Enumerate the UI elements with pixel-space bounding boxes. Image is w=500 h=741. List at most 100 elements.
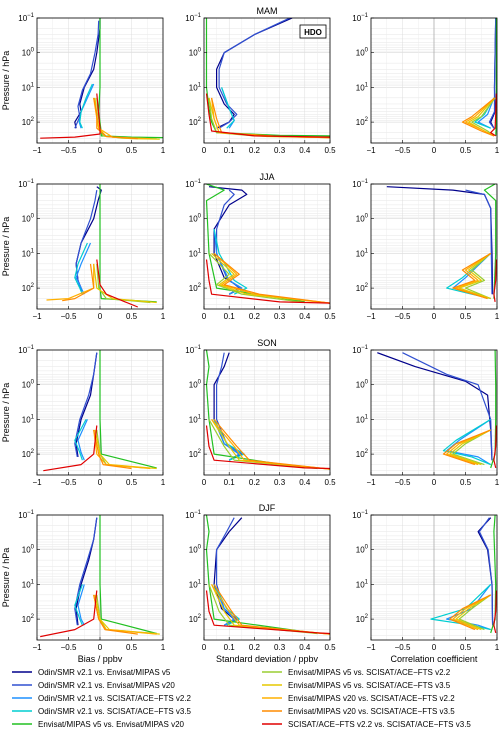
series-line-4: [205, 350, 305, 469]
y-tick-base: 10: [185, 511, 194, 520]
x-axis-label: Bias / ppbv: [78, 654, 123, 664]
y-tick-label: 10−1: [185, 345, 201, 355]
x-tick-label: 1: [495, 146, 500, 155]
y-tick-label: 101: [356, 414, 369, 424]
x-tick-label: 0.5: [460, 146, 472, 155]
y-tick-exponent: 1: [31, 579, 35, 585]
y-tick-label: 101: [356, 82, 369, 92]
series-line-1: [74, 20, 100, 129]
series-line-9: [205, 259, 330, 304]
x-tick-label: 0.5: [460, 643, 472, 652]
y-tick-label: 10−1: [18, 13, 34, 23]
y-axis-label: Pressure / hPa: [1, 548, 11, 608]
y-axis-label: Pressure / hPa: [1, 217, 11, 277]
x-tick-label: 0: [202, 312, 207, 321]
x-tick-label: 0.1: [224, 312, 236, 321]
y-tick-label: 10−1: [352, 179, 368, 189]
y-tick-exponent: 1: [198, 579, 202, 585]
y-tick-exponent: 2: [198, 283, 202, 289]
y-tick-exponent: 2: [198, 117, 202, 123]
series-line-9: [493, 425, 497, 469]
y-tick-label: 10−1: [18, 345, 34, 355]
series-line-8: [93, 429, 132, 470]
series-line-1: [216, 352, 243, 461]
y-tick-base: 10: [356, 546, 365, 555]
y-tick-base: 10: [356, 249, 365, 258]
y-tick-label: 100: [356, 545, 369, 555]
y-tick-base: 10: [356, 83, 365, 92]
y-tick-base: 10: [189, 249, 198, 258]
series-line-2: [78, 83, 95, 129]
x-tick-label: 0.1: [224, 643, 236, 652]
y-tick-label: 101: [22, 82, 35, 92]
y-tick-exponent: 2: [365, 117, 369, 123]
y-tick-base: 10: [356, 118, 365, 127]
y-tick-exponent: 1: [31, 82, 35, 88]
y-tick-exponent: −1: [361, 345, 369, 351]
series-group: [205, 184, 330, 304]
y-tick-base: 10: [352, 180, 361, 189]
legend-item: Envisat/MIPAS v5 vs. SCISAT/ACE−FTS v2.2: [262, 668, 451, 677]
y-tick-label: 10−1: [18, 510, 34, 520]
x-tick-label: 1: [161, 146, 166, 155]
y-tick-base: 10: [356, 415, 365, 424]
y-tick-label: 100: [22, 214, 35, 224]
y-tick-base: 10: [356, 580, 365, 589]
season-title: SON: [257, 338, 277, 348]
x-tick-label: 0.2: [249, 146, 261, 155]
y-tick-base: 10: [189, 546, 198, 555]
series-line-9: [205, 425, 330, 470]
series-line-7: [464, 97, 495, 137]
series-line-9: [493, 259, 497, 302]
series-group: [205, 350, 330, 470]
series-line-4: [495, 18, 497, 136]
legend-label: Envisat/MIPAS v20 vs. SCISAT/ACE−FTS v3.…: [288, 707, 455, 716]
y-tick-exponent: −1: [27, 13, 35, 19]
y-tick-label: 102: [356, 614, 369, 624]
y-tick-base: 10: [356, 615, 365, 624]
x-tick-label: 0.4: [299, 478, 311, 487]
legend-item: Envisat/MIPAS v5 vs. SCISAT/ACE−FTS v3.5: [262, 681, 451, 690]
y-tick-exponent: 1: [365, 414, 369, 420]
legend-label: Odin/SMR v2.1 vs. SCISAT/ACE−FTS v2.2: [38, 694, 192, 703]
y-tick-exponent: 2: [198, 614, 202, 620]
y-tick-exponent: 1: [198, 248, 202, 254]
series-line-9: [40, 93, 101, 139]
legend-label: Odin/SMR v2.1 vs. Envisat/MIPAS v20: [38, 681, 175, 690]
series-line-9: [493, 590, 497, 634]
y-tick-base: 10: [22, 615, 31, 624]
x-tick-label: 0.2: [249, 312, 261, 321]
season-title: DJF: [259, 503, 276, 513]
x-tick-label: −0.5: [61, 312, 77, 321]
y-tick-base: 10: [189, 615, 198, 624]
y-tick-exponent: 1: [365, 579, 369, 585]
species-label: HDO: [304, 28, 322, 37]
legend-label: Envisat/MIPAS v5 vs. SCISAT/ACE−FTS v3.5: [288, 681, 451, 690]
y-tick-exponent: 2: [365, 283, 369, 289]
y-tick-exponent: 1: [365, 82, 369, 88]
y-tick-base: 10: [22, 415, 31, 424]
y-tick-base: 10: [356, 381, 365, 390]
x-tick-label: 1: [161, 478, 166, 487]
series-line-8: [449, 594, 491, 631]
x-tick-label: 0.5: [324, 643, 336, 652]
y-tick-base: 10: [189, 450, 198, 459]
x-tick-label: 1: [495, 478, 500, 487]
series-group: [205, 18, 330, 139]
series-group: [205, 515, 330, 635]
y-tick-base: 10: [189, 118, 198, 127]
series-line-9: [96, 259, 139, 308]
series-line-6: [458, 252, 492, 300]
y-tick-exponent: −1: [194, 179, 202, 185]
series-line-3: [74, 242, 88, 295]
y-tick-base: 10: [22, 118, 31, 127]
x-tick-label: 0.4: [299, 312, 311, 321]
y-tick-base: 10: [352, 14, 361, 23]
y-tick-label: 10−1: [185, 13, 201, 23]
y-tick-label: 101: [356, 579, 369, 589]
y-tick-label: 10−1: [18, 179, 34, 189]
